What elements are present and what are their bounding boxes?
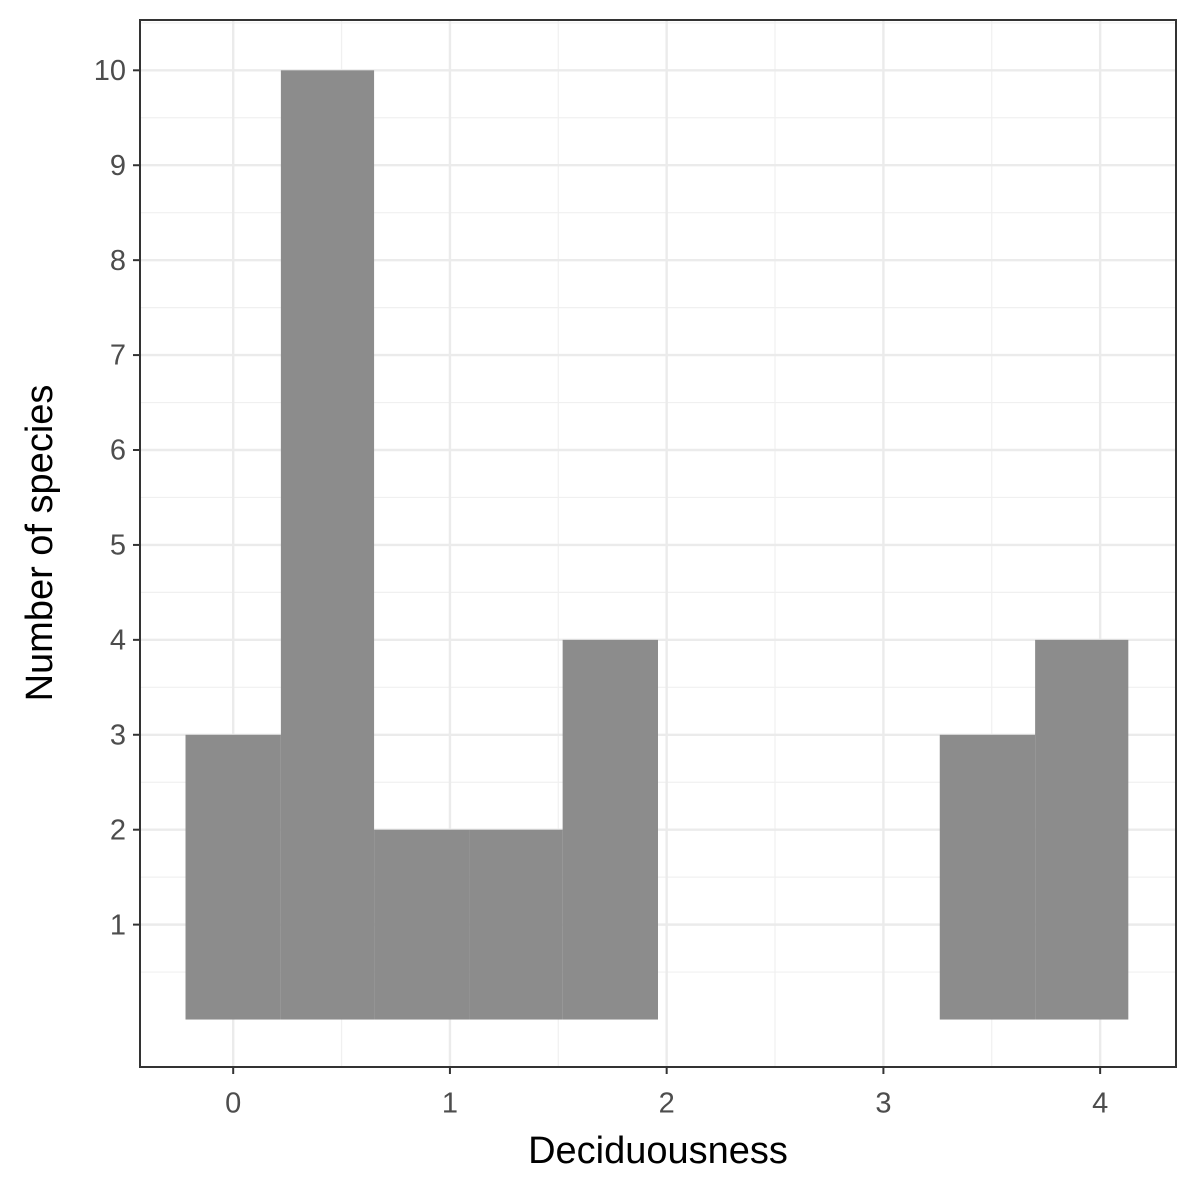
y-tick-label: 8 [110,245,126,277]
bar [374,829,470,1020]
y-axis-title: Number of species [19,385,61,702]
x-tick-label: 4 [1092,1088,1108,1120]
panel-border [139,19,1177,1068]
y-tick-label: 9 [110,150,126,182]
y-tick-label: 10 [94,55,126,87]
bar [1035,639,1129,1020]
y-tick-label: 3 [110,719,126,751]
bar [562,639,658,1020]
bar [469,829,563,1020]
y-tick-label: 6 [110,435,126,467]
x-tick-label: 0 [225,1088,241,1120]
y-tick-label: 2 [110,814,126,846]
x-tick-label: 2 [659,1088,675,1120]
y-tick-label: 7 [110,340,126,372]
bar [939,734,1036,1020]
x-axis-title: Deciduousness [528,1130,788,1172]
bar [185,734,281,1020]
x-tick-label: 3 [875,1088,891,1120]
y-tick-label: 5 [110,530,126,562]
y-tick-label: 1 [110,909,126,941]
x-tick-label: 1 [442,1088,458,1120]
y-tick-label: 4 [110,625,126,657]
bar [280,70,375,1020]
